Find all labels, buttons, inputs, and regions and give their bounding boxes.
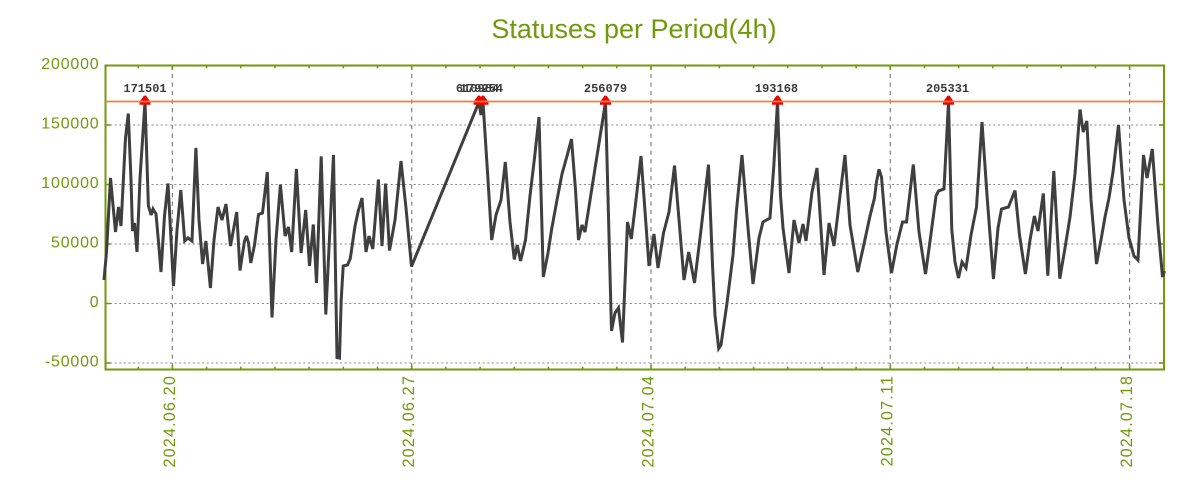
svg-text:256079: 256079 [584, 82, 627, 96]
svg-text:205331: 205331 [926, 82, 969, 96]
svg-text:2024.07.04: 2024.07.04 [639, 375, 657, 468]
svg-text:171501: 171501 [123, 82, 166, 96]
svg-text:100000: 100000 [41, 175, 99, 192]
svg-text:2024.07.11: 2024.07.11 [879, 375, 897, 466]
svg-text:200000: 200000 [41, 56, 99, 73]
svg-text:-50000: -50000 [45, 354, 100, 371]
svg-text:2024.07.18: 2024.07.18 [1118, 375, 1136, 468]
svg-text:0: 0 [90, 294, 100, 311]
svg-text:610984: 610984 [456, 82, 499, 96]
svg-text:50000: 50000 [51, 235, 100, 252]
svg-text:2024.06.20: 2024.06.20 [161, 375, 179, 468]
svg-text:179254: 179254 [460, 82, 503, 96]
svg-text:193168: 193168 [755, 82, 798, 96]
svg-text:150000: 150000 [41, 116, 99, 133]
svg-text:Statuses per Period(4h): Statuses per Period(4h) [491, 14, 776, 44]
svg-text:2024.06.27: 2024.06.27 [400, 375, 418, 468]
